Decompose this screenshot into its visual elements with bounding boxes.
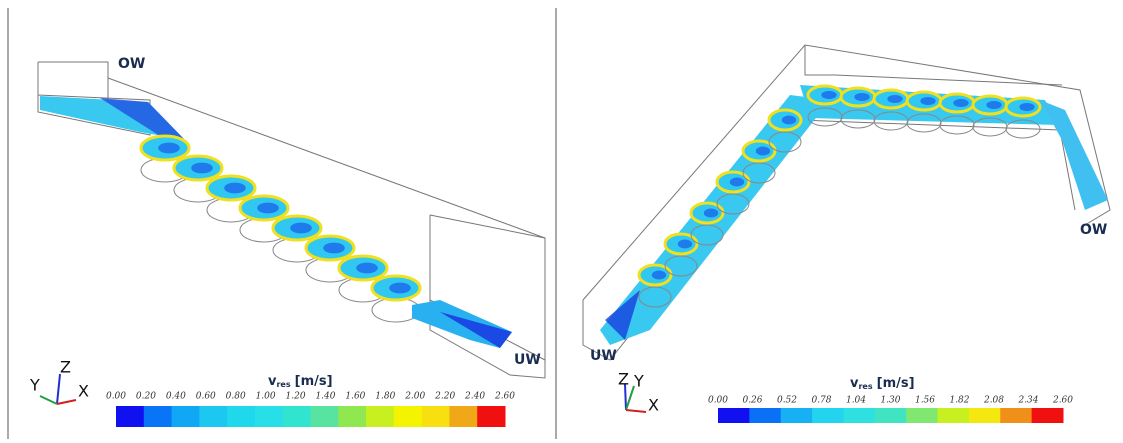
upstream-label: OW — [118, 56, 145, 72]
pool-core — [191, 163, 213, 174]
colorbar-segment — [449, 406, 477, 427]
colorbar-segment — [875, 408, 907, 423]
colorbar-tick-label: 2.60 — [494, 392, 515, 402]
pool-core — [920, 97, 935, 105]
colorbar-segment — [116, 406, 144, 427]
colorbar-tick-label: 0.20 — [136, 392, 156, 402]
colorbar-segment — [1032, 408, 1064, 423]
pool-core — [953, 99, 968, 107]
pool-core — [730, 178, 744, 187]
colorbar-segment — [172, 406, 200, 427]
colorbar-tick-label: 2.00 — [404, 392, 425, 402]
colorbar-segment — [781, 408, 813, 423]
colorbar-segment — [843, 408, 875, 423]
colorbar-tick-label: 0.52 — [777, 396, 797, 406]
colorbar-tick-label: 0.80 — [226, 392, 246, 402]
colorbar-segment — [477, 406, 505, 427]
axis-label: Y — [29, 376, 40, 395]
pool-core — [704, 209, 718, 218]
colorbar-tick-label: 2.60 — [1052, 396, 1073, 406]
colorbar-tick-label: 2.20 — [434, 392, 455, 402]
colorbar-segment — [394, 406, 422, 427]
pool-core — [678, 240, 692, 249]
colorbar-tick-label: 0.78 — [811, 396, 831, 406]
colorbar-tick-label: 1.40 — [315, 392, 335, 402]
background — [0, 0, 1123, 439]
colorbar-tick-label: 1.00 — [256, 392, 276, 402]
pool-core — [356, 263, 378, 274]
pool-core — [854, 93, 869, 101]
axis-label: X — [648, 396, 659, 415]
text-part: [m/s] — [877, 376, 915, 391]
upstream-label: OW — [1080, 222, 1107, 238]
colorbar-tick-label: 1.20 — [286, 392, 306, 402]
colorbar-tick-label: 0.00 — [106, 392, 126, 402]
colorbar-tick-label: 0.60 — [196, 392, 216, 402]
colorbar-tick-label: 1.56 — [915, 396, 935, 406]
axis-label: Z — [60, 358, 71, 377]
colorbar-tick-label: 1.04 — [846, 396, 866, 406]
colorbar-segment — [906, 408, 938, 423]
pool-core — [652, 271, 666, 280]
pool-core — [821, 91, 836, 99]
colorbar-segment — [938, 408, 970, 423]
colorbar-segment — [366, 406, 394, 427]
pool-core — [158, 143, 180, 154]
colorbar-segment — [283, 406, 311, 427]
text-part: [m/s] — [295, 374, 333, 389]
pool-core — [1019, 103, 1034, 111]
pool-core — [986, 101, 1001, 109]
downstream-label: UW — [590, 348, 617, 364]
colorbar-tick-label: 1.30 — [880, 396, 900, 406]
colorbar-segment — [227, 406, 255, 427]
colorbar-tick-label: 1.80 — [375, 392, 395, 402]
pool-core — [224, 183, 246, 194]
pool-core — [756, 147, 770, 156]
pool-core — [323, 243, 345, 254]
colorbar-tick-label: 0.00 — [708, 396, 728, 406]
figure: OW UW Z Y X vres[m/s] 0.000.200.400.600.… — [0, 0, 1123, 439]
text-part: res — [858, 382, 872, 391]
colorbar-segment — [422, 406, 450, 427]
colorbar-segment — [311, 406, 339, 427]
colorbar-segment — [338, 406, 366, 427]
colorbar-tick-label: 2.08 — [983, 396, 1004, 406]
pool-core — [389, 283, 411, 294]
colorbar-tick-label: 2.34 — [1017, 396, 1038, 406]
colorbar-tick-label: 0.40 — [166, 392, 186, 402]
colorbar-tick-label: 0.26 — [742, 396, 762, 406]
colorbar-tick-label: 1.82 — [949, 396, 969, 406]
axis-label: Z — [618, 370, 629, 389]
colorbar-segment — [749, 408, 781, 423]
colorbar-segment — [1000, 408, 1032, 423]
colorbar-segment — [199, 406, 227, 427]
pool-core — [782, 116, 796, 125]
colorbar-segment — [255, 406, 283, 427]
pool-core — [257, 203, 279, 214]
text-part: res — [276, 380, 290, 389]
downstream-label: UW — [514, 352, 541, 368]
pool-core — [887, 95, 902, 103]
colorbar-segment — [969, 408, 1001, 423]
axis-label: X — [78, 382, 89, 401]
colorbar-tick-label: 1.60 — [345, 392, 365, 402]
colorbar-segment — [144, 406, 172, 427]
pool-core — [290, 223, 312, 234]
colorbar-tick-label: 2.40 — [464, 392, 485, 402]
colorbar-segment — [812, 408, 844, 423]
axis-label: Y — [633, 372, 644, 391]
colorbar-segment — [718, 408, 750, 423]
